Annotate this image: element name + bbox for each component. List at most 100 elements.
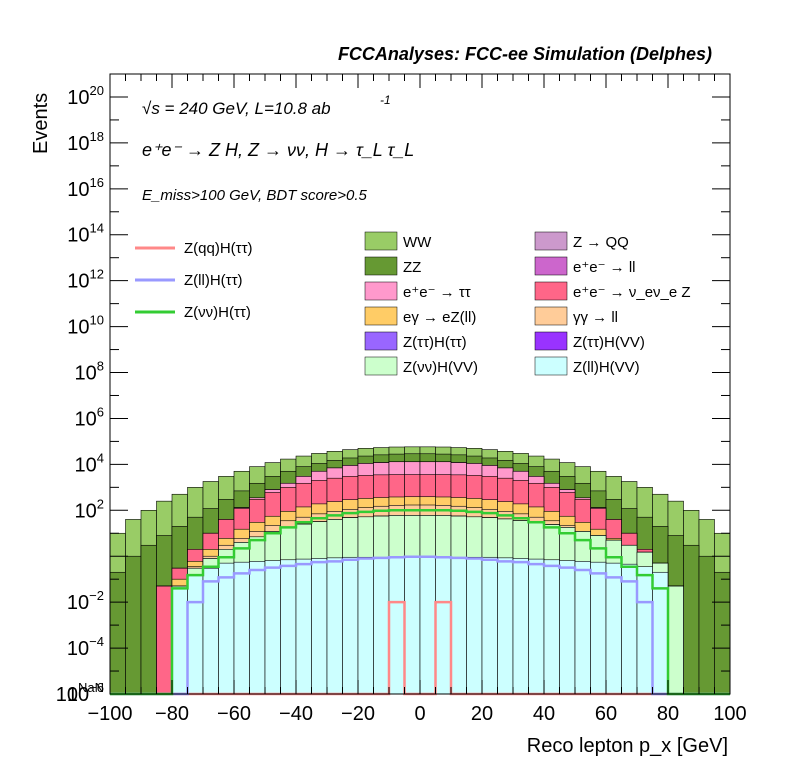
legend-swatch-ww bbox=[364, 231, 398, 251]
legend-swatch-z-h-vv bbox=[534, 331, 568, 351]
bar-z-ll-h-vv-bin-29 bbox=[559, 560, 576, 695]
x-tick-label: −60 bbox=[217, 703, 251, 725]
x-tick-label: 80 bbox=[657, 703, 679, 725]
bar-zz-bin-2 bbox=[140, 544, 157, 695]
line-z-h bbox=[110, 509, 730, 696]
legend-swatch-z-h-vv bbox=[364, 356, 398, 376]
bar-z-ll-h-vv-bin-8 bbox=[233, 561, 250, 695]
x-axis-label: Reco lepton p_x [GeV] bbox=[527, 735, 728, 757]
bar-z-ll-h-vv-bin-13 bbox=[311, 558, 328, 695]
x-tick-label: −40 bbox=[279, 703, 313, 725]
y-tick-label: 10−2 bbox=[67, 588, 104, 614]
bar-z-ll-h-vv-bin-17 bbox=[373, 556, 390, 695]
bar-z-ll-h-vv-bin-24 bbox=[481, 556, 498, 695]
bar-z-ll-h-vv-bin-19 bbox=[404, 556, 421, 695]
legend-label-e-e-e-e-z: e⁺e⁻ → ν_eν_e Z bbox=[573, 284, 691, 301]
bar-z-ll-h-vv-bin-9 bbox=[249, 561, 266, 695]
y-tick-label: 10NaN bbox=[56, 680, 104, 706]
bar-z-ll-h-vv-bin-25 bbox=[497, 557, 514, 695]
energy-exponent: -1 bbox=[380, 93, 391, 107]
bar-zz-bin-38 bbox=[698, 555, 715, 695]
y-tick-label: 1012 bbox=[67, 267, 104, 293]
bar-z-ll-h-vv-bin-22 bbox=[450, 556, 467, 695]
bar-z-ll-h-vv-bin-27 bbox=[528, 558, 545, 695]
legend-label-z-h: Z(νν)H(ττ) bbox=[184, 304, 251, 321]
legend-label-z-qq-h: Z(qq)H(ττ) bbox=[184, 240, 253, 257]
legend-label-ll: γγ → ll bbox=[573, 309, 618, 326]
legend-label-e-e-ll: e⁺e⁻ → ll bbox=[573, 259, 636, 276]
legend-swatch-z-h bbox=[364, 331, 398, 351]
bar-z-ll-h-vv-bin-15 bbox=[342, 556, 359, 695]
bar-z-ll-h-vv-bin-23 bbox=[466, 556, 483, 695]
legend-swatch-zz bbox=[364, 256, 398, 276]
bar-z-ll-h-vv-bin-10 bbox=[264, 560, 281, 695]
y-tick-label: 10−6 bbox=[67, 680, 104, 706]
bar-z-ll-h-vv-bin-14 bbox=[326, 557, 343, 695]
y-tick-label: 1010 bbox=[67, 313, 104, 339]
energy-annotation: √s = 240 GeV, L=10.8 ab bbox=[142, 99, 331, 118]
bar-z-ll-h-vv-bin-6 bbox=[202, 567, 219, 695]
legend-label-e-e: e⁺e⁻ → ττ bbox=[403, 284, 471, 301]
legend-label-z-ll-h: Z(ll)H(ττ) bbox=[184, 272, 243, 289]
y-tick-label: 1020 bbox=[67, 83, 104, 109]
legend-label-z-h-vv: Z(νν)H(VV) bbox=[403, 359, 478, 376]
process-annotation: e⁺e⁻ → Z H, Z → νν, H → τ_L τ_L bbox=[142, 140, 414, 160]
legend-swatch-z-qq bbox=[534, 231, 568, 251]
bar-z-ll-h-vv-bin-35 bbox=[652, 571, 669, 695]
legend-swatch-e-e-e-e-z bbox=[534, 281, 568, 301]
line-z-ll-h bbox=[110, 555, 730, 696]
y-axis: 10−6 10−4 10−2 10NaN 102 104 106 108 1010 1012 101… bbox=[56, 73, 730, 706]
x-tick-label: −80 bbox=[155, 703, 189, 725]
legend-swatch-z-ll-h-vv bbox=[534, 356, 568, 376]
bar-z-ll-h-vv-bin-4 bbox=[171, 588, 188, 695]
bar-e-e-e-e-z-bin-3 bbox=[156, 585, 173, 695]
x-tick-label: 100 bbox=[713, 703, 746, 725]
bar-z-h-vv-bin-36 bbox=[667, 585, 684, 695]
x-tick-label: 0 bbox=[414, 703, 425, 725]
bar-z-ll-h-vv-bin-26 bbox=[512, 558, 529, 695]
bar-z-ll-h-vv-bin-34 bbox=[636, 566, 653, 695]
y-tick-label: 1018 bbox=[67, 129, 104, 155]
bar-zz-bin-39 bbox=[714, 571, 731, 695]
legend: Z(qq)H(ττ) Z(ll)H(ττ) Z(νν)H(ττ) WW Z → QQ ZZ… bbox=[135, 231, 691, 376]
bar-z-ll-h-vv-bin-20 bbox=[419, 556, 436, 695]
bar-z-ll-h-vv-bin-18 bbox=[388, 556, 405, 695]
bar-z-ll-h-vv-bin-30 bbox=[574, 561, 591, 695]
legend-label-z-h-vv: Z(ττ)H(VV) bbox=[573, 334, 645, 351]
legend-swatch-e-ez-ll bbox=[364, 306, 398, 326]
bar-z-ll-h-vv-bin-32 bbox=[605, 562, 622, 695]
legend-label-e-ez-ll: eγ → eZ(ll) bbox=[403, 309, 476, 326]
legend-label-z-h: Z(ττ)H(ττ) bbox=[403, 334, 467, 351]
bar-z-ll-h-vv-bin-33 bbox=[621, 563, 638, 695]
y-axis-label: Events bbox=[30, 93, 52, 154]
bar-z-ll-h-vv-bin-16 bbox=[357, 556, 374, 695]
bar-z-ll-h-vv-bin-28 bbox=[543, 559, 560, 695]
y-tick-label: 10−4 bbox=[67, 634, 104, 660]
bar-z-ll-h-vv-bin-5 bbox=[187, 574, 204, 695]
x-tick-label: 20 bbox=[471, 703, 493, 725]
legend-swatch-e-e bbox=[364, 281, 398, 301]
bar-zz-bin-0 bbox=[109, 571, 126, 695]
legend-label-z-qq: Z → QQ bbox=[573, 234, 629, 251]
stacked-bars bbox=[109, 446, 731, 695]
bar-z-ll-h-vv-bin-31 bbox=[590, 561, 607, 695]
y-tick-label: 106 bbox=[75, 404, 104, 430]
bar-z-ll-h-vv-bin-11 bbox=[280, 559, 297, 695]
bar-zz-bin-1 bbox=[125, 555, 142, 695]
legend-label-z-ll-h-vv: Z(ll)H(VV) bbox=[573, 359, 640, 376]
y-tick-label: 108 bbox=[75, 359, 104, 385]
legend-label-zz: ZZ bbox=[403, 259, 421, 276]
header-title: FCCAnalyses: FCC-ee Simulation (Delphes) bbox=[338, 44, 712, 64]
bar-z-ll-h-vv-bin-7 bbox=[218, 562, 235, 695]
y-tick-label: 102 bbox=[75, 496, 104, 522]
y-tick-label: 1016 bbox=[67, 175, 104, 201]
x-tick-label: 40 bbox=[533, 703, 555, 725]
legend-swatch-e-e-ll bbox=[534, 256, 568, 276]
y-tick-label: 1014 bbox=[67, 221, 104, 247]
x-tick-label: −100 bbox=[87, 703, 132, 725]
legend-label-ww: WW bbox=[403, 234, 432, 251]
x-axis: −100 −80 −60 −40 −20 0 20 40 60 80 100 bbox=[87, 74, 747, 725]
bar-z-ll-h-vv-bin-21 bbox=[435, 556, 452, 695]
bar-z-ll-h-vv-bin-12 bbox=[295, 558, 312, 695]
